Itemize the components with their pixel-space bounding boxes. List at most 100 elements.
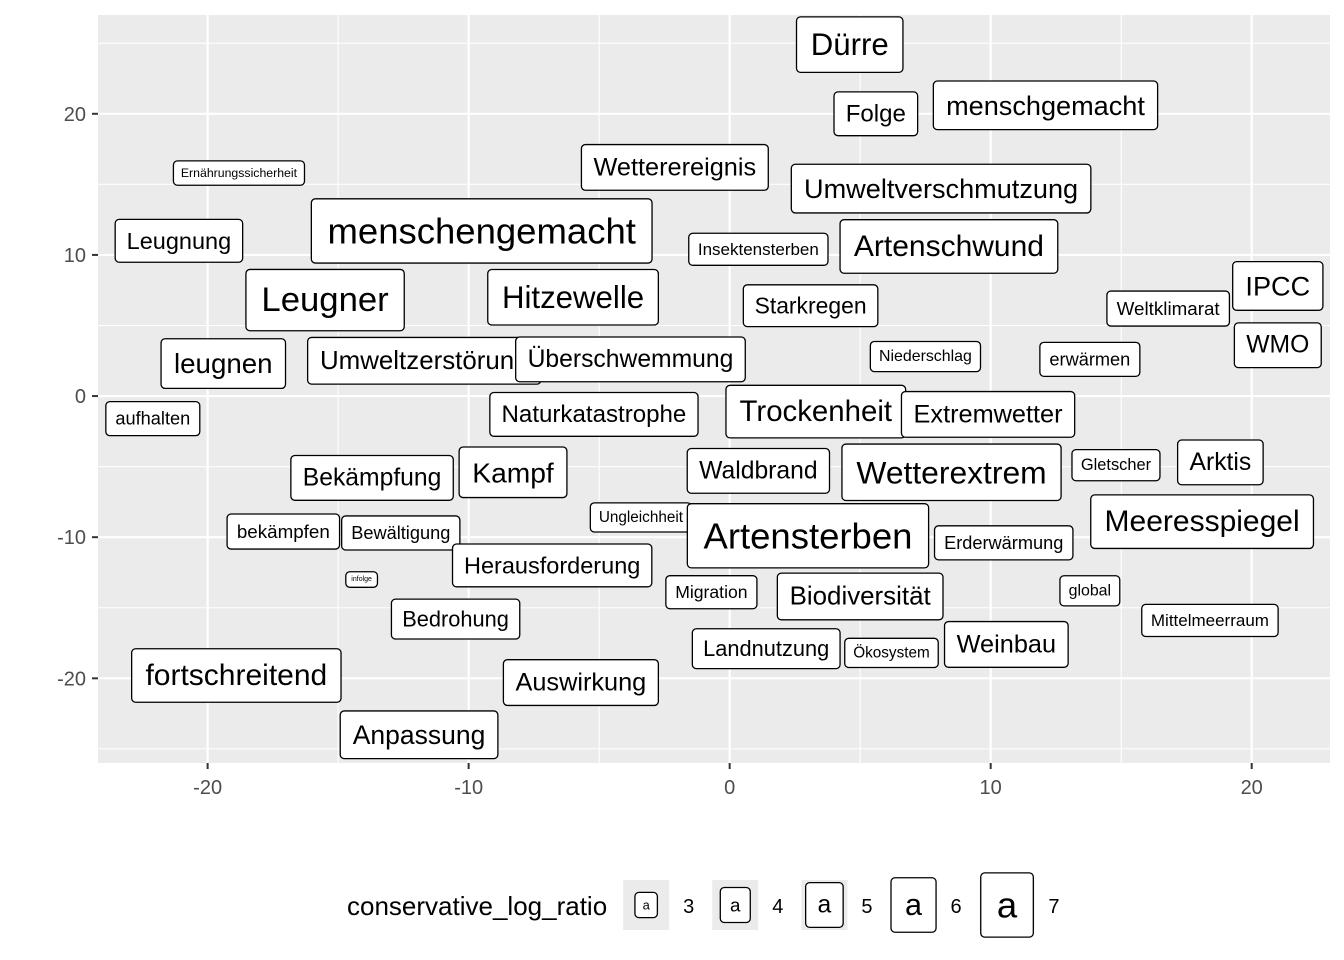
- label-text: Herausforderung: [464, 552, 640, 578]
- word-label: Ungleichheit: [589, 502, 693, 533]
- label-text: Erderwärmung: [944, 533, 1063, 553]
- word-label: Starkregen: [742, 284, 879, 328]
- x-tick-label: -10: [454, 777, 483, 799]
- word-label: Bewältigung: [341, 515, 461, 551]
- label-text: Umweltzerstörung: [320, 347, 529, 375]
- word-label: Leugnung: [114, 218, 244, 263]
- label-text: Trockenheit: [740, 395, 892, 428]
- label-text: Landnutzung: [703, 636, 829, 661]
- label-text: Wetterextrem: [856, 454, 1046, 490]
- label-text: Ungleichheit: [599, 509, 684, 526]
- x-tick-label: 20: [1241, 777, 1263, 799]
- label-box: [160, 338, 287, 390]
- label-box: [345, 571, 379, 588]
- word-label: WMO: [1233, 322, 1322, 369]
- label-text: Hitzewelle: [502, 280, 644, 315]
- y-tick-label: 10: [64, 245, 86, 267]
- label-text: menschengemacht: [327, 210, 635, 251]
- label-text: Mittelmeerraum: [1151, 611, 1269, 630]
- label-box: [580, 143, 769, 191]
- label-box: [502, 659, 660, 707]
- label-box: [172, 160, 306, 186]
- label-text: Naturkatastrophe: [502, 401, 687, 428]
- word-label: Mittelmeerraum: [1141, 603, 1279, 638]
- label-text: Leugnung: [127, 228, 232, 254]
- word-label: fortschreitend: [131, 648, 342, 703]
- word-label: Erderwärmung: [933, 525, 1074, 561]
- label-text: Leugner: [261, 281, 388, 319]
- label-text: bekämpfen: [237, 521, 330, 542]
- label-box: [131, 648, 342, 703]
- legend-key-glyph: a: [997, 885, 1018, 926]
- word-label: bekämpfen: [226, 513, 341, 550]
- word-label: Waldbrand: [686, 447, 831, 494]
- label-text: erwärmen: [1049, 349, 1130, 369]
- label-text: Extremwetter: [914, 400, 1063, 428]
- word-label: Landnutzung: [691, 628, 841, 670]
- label-box: [341, 515, 461, 551]
- label-text: Weltklimarat: [1117, 298, 1221, 319]
- word-label: Kampf: [458, 446, 568, 499]
- word-label: Niederschlag: [869, 340, 982, 373]
- y-tick-label: -10: [57, 527, 86, 549]
- label-text: Überschwemmung: [528, 346, 734, 373]
- label-box: [841, 443, 1062, 502]
- word-label: Artenschwund: [839, 219, 1059, 274]
- label-text: Bedrohung: [402, 607, 509, 632]
- label-text: leugnen: [174, 348, 273, 379]
- word-label: Folge: [833, 91, 919, 137]
- label-box: [688, 232, 829, 266]
- word-label: Gletscher: [1071, 448, 1161, 482]
- word-label: Migration: [665, 575, 758, 610]
- word-label: Anpassung: [339, 710, 499, 760]
- legend-key-box: [634, 891, 659, 919]
- label-text: Dürre: [811, 27, 889, 62]
- label-box: [339, 710, 499, 760]
- axes: -20 -10 0 10 20 20 10 0 -10 -20: [57, 104, 1263, 799]
- label-text: Starkregen: [755, 293, 867, 319]
- word-label: Umweltzerstörung: [306, 336, 542, 385]
- label-box: [226, 513, 341, 550]
- label-text: Bekämpfung: [303, 464, 442, 491]
- word-label: Weinbau: [943, 620, 1069, 668]
- x-tick-label: 0: [724, 777, 735, 799]
- label-text: menschgemacht: [946, 90, 1145, 121]
- legend-key-box: [804, 881, 844, 929]
- label-box: [844, 637, 939, 669]
- word-label: Hitzewelle: [487, 268, 659, 326]
- label-box: [451, 543, 653, 588]
- label-box: [310, 198, 653, 264]
- legend-title: conservative_log_ratio: [347, 891, 607, 921]
- legend-key-glyph: a: [730, 895, 741, 916]
- label-box: [932, 80, 1159, 131]
- label-box: [686, 447, 831, 494]
- label-box: [1059, 575, 1121, 607]
- label-box: [1071, 448, 1161, 482]
- word-label: menschgemacht: [932, 80, 1159, 131]
- label-box: [1176, 439, 1264, 486]
- label-box: [105, 400, 201, 437]
- label-text: Meeresspiegel: [1105, 505, 1300, 538]
- label-box: [776, 572, 944, 621]
- label-text: Biodiversität: [790, 582, 931, 610]
- word-labels: Dürre Folge menschgemacht Ernährungssicherh…: [105, 16, 1324, 760]
- legend-key-label: 6: [951, 896, 962, 918]
- word-label: Wetterereignis: [580, 143, 769, 191]
- label-box: [487, 268, 659, 326]
- word-label: Biodiversität: [776, 572, 944, 621]
- legend-key-box: [719, 886, 751, 924]
- label-box: [114, 218, 244, 263]
- word-label: Extremwetter: [900, 390, 1076, 438]
- label-text: Waldbrand: [699, 457, 817, 484]
- legend-key-box: [890, 877, 937, 933]
- label-text: Migration: [675, 582, 747, 602]
- word-label: Überschwemmung: [515, 336, 746, 383]
- word-label: Ernährungssicherheit: [172, 160, 306, 186]
- label-text: Weinbau: [957, 630, 1056, 658]
- label-box: [1233, 322, 1322, 369]
- label-text: Bewältigung: [351, 523, 450, 543]
- label-box: [790, 163, 1092, 214]
